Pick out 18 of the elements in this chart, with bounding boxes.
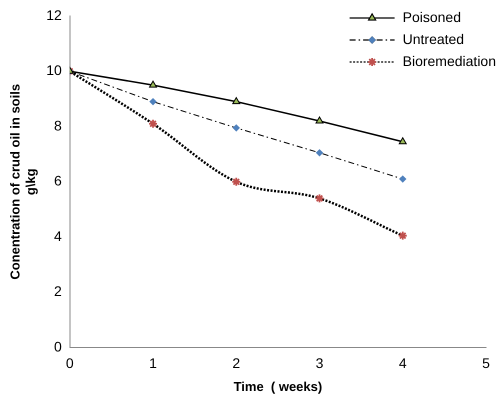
x-tick-label: 5 [482,354,490,371]
y-tick-label: 2 [54,283,62,300]
legend-label: Untreated [402,30,464,47]
x-tick-label: 4 [398,354,407,371]
y-axis-title: Conentration of crud oil in soils g\kg [7,84,38,280]
legend-label: Poisoned [402,8,462,25]
y-tick-label: 8 [54,117,62,134]
x-axis-title: Time ( weeks) [234,378,322,394]
y-tick-label: 12 [46,6,62,23]
legend-label: Bioremediation [402,52,496,69]
x-tick-label: 3 [316,354,324,371]
x-tick-label: 2 [232,354,240,371]
x-tick-label: 1 [149,354,158,371]
y-tick-label: 6 [54,172,62,189]
x-tick-label: 0 [66,354,74,371]
y-tick-label: 10 [46,62,62,78]
y-tick-label: 4 [54,228,62,244]
y-tick-label: 0 [54,338,62,354]
